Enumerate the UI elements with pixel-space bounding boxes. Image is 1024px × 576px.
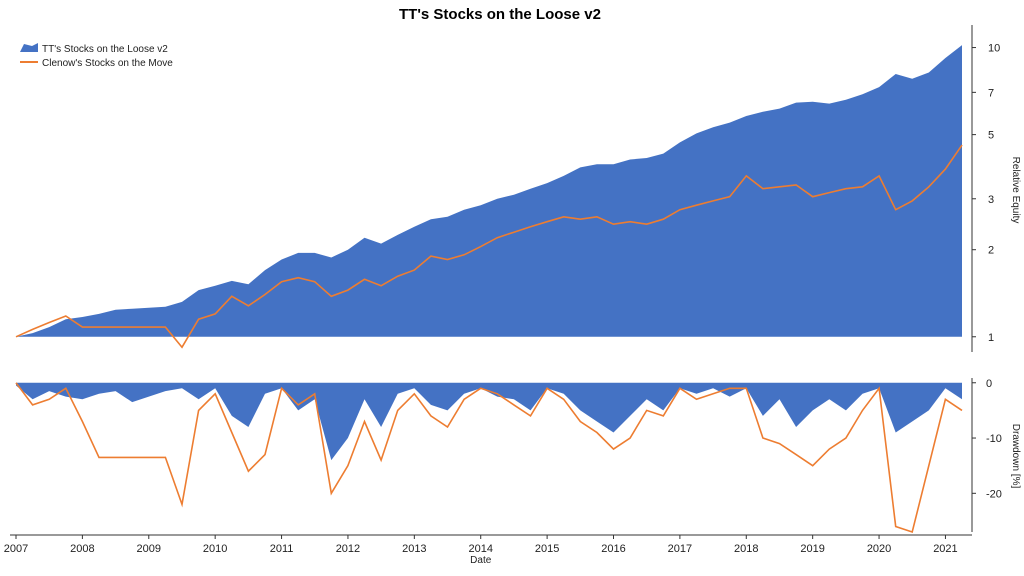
- x-tick-label: 2008: [70, 543, 94, 555]
- equity-series-line-1: [15, 144, 963, 349]
- legend: TT's Stocks on the Loose v2 Clenow's Stoc…: [20, 43, 173, 69]
- x-tick-label: 2018: [734, 543, 758, 555]
- x-tick-label: 2014: [468, 543, 492, 555]
- equity-y-tick-label: 10: [988, 43, 1000, 55]
- x-tick-label: 2007: [4, 543, 28, 555]
- equity-y-tick-label: 1: [988, 332, 994, 344]
- equity-series-area-0: [16, 45, 962, 337]
- x-tick-label: 2017: [668, 543, 692, 555]
- equity-y-tick-label: 5: [988, 130, 994, 142]
- drawdown-series-area-0: [16, 382, 962, 461]
- drawdown-y-tick-label: -20: [986, 488, 1002, 500]
- x-tick-label: 2009: [137, 543, 161, 555]
- x-tick-label: 2015: [535, 543, 559, 555]
- x-tick-label: 2010: [203, 543, 227, 555]
- x-tick-label: 2021: [933, 543, 957, 555]
- drawdown-panel: 0 -10 -20 Drawdown [%]: [15, 378, 1021, 534]
- x-tick-label: 2020: [867, 543, 891, 555]
- chart-title: TT's Stocks on the Loose v2: [399, 6, 601, 23]
- equity-y-axis-title: Relative Equity: [1010, 157, 1021, 224]
- drawdown-series-line-1: [15, 382, 963, 534]
- x-tick-label: 2012: [336, 543, 360, 555]
- drawdown-y-tick-label: -10: [986, 433, 1002, 445]
- x-tick-label: 2013: [402, 543, 426, 555]
- equity-panel: 1 2 3 5 7 10 Relative Equity: [15, 25, 1021, 352]
- equity-y-tick-label: 7: [988, 87, 994, 99]
- drawdown-y-tick-label: 0: [986, 378, 992, 390]
- x-axis-title: Date: [470, 555, 492, 566]
- equity-y-tick-label: 3: [988, 194, 994, 206]
- x-tick-label: 2011: [270, 543, 294, 555]
- drawdown-y-axis-title: Drawdown [%]: [1010, 424, 1021, 489]
- x-tick-label: 2016: [601, 543, 625, 555]
- x-tick-label: 2019: [800, 543, 824, 555]
- x-axis: 2007 2008 2009 2010 2011 2012 2013 2014 2015 2016…: [4, 534, 972, 566]
- legend-entry-label: Clenow's Stocks on the Move: [42, 58, 173, 69]
- legend-entry-label: TT's Stocks on the Loose v2: [42, 44, 168, 55]
- equity-y-tick-label: 2: [988, 245, 994, 257]
- legend-swatch-area: [20, 43, 38, 52]
